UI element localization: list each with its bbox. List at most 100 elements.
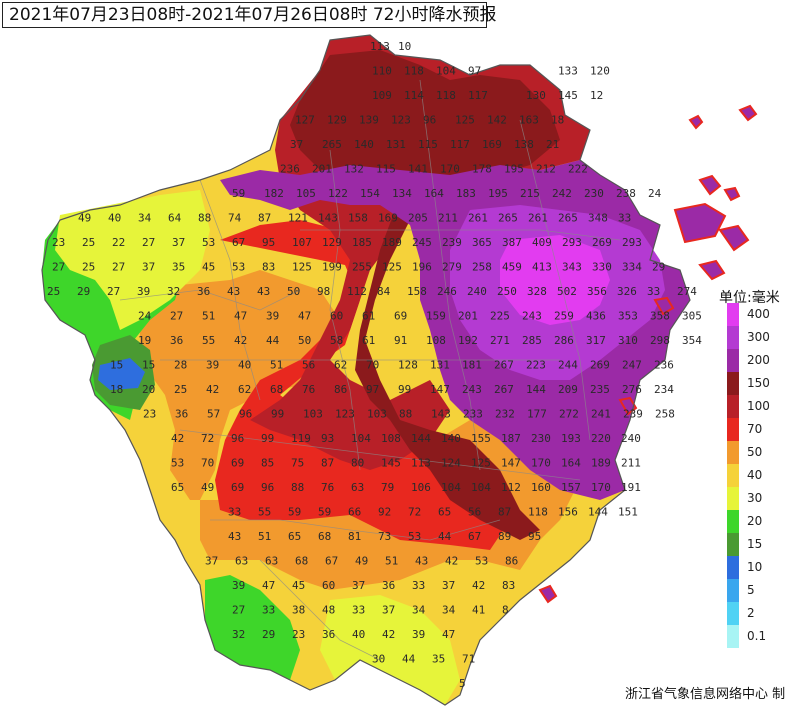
rainfall-value: 156 bbox=[558, 506, 578, 519]
legend-item: 300 bbox=[727, 326, 797, 349]
rainfall-value: 140 bbox=[354, 138, 374, 151]
legend-label: 2 bbox=[747, 606, 755, 620]
rainfall-value: 230 bbox=[584, 187, 604, 200]
rainfall-value: 91 bbox=[394, 334, 407, 347]
legend-label: 200 bbox=[747, 353, 770, 367]
rainfall-value: 37 bbox=[352, 579, 365, 592]
rainfall-value: 36 bbox=[197, 285, 210, 298]
rainfall-value: 239 bbox=[442, 236, 462, 249]
rainfall-value: 37 bbox=[172, 236, 185, 249]
rainfall-value: 125 bbox=[382, 261, 402, 274]
rainfall-value: 83 bbox=[502, 579, 515, 592]
legend-label: 5 bbox=[747, 583, 755, 597]
rainfall-value: 64 bbox=[168, 212, 182, 225]
rainfall-value: 328 bbox=[527, 285, 547, 298]
rainfall-value: 140 bbox=[441, 432, 461, 445]
rainfall-value: 97 bbox=[468, 65, 481, 78]
rainfall-value: 27 bbox=[52, 261, 65, 274]
rainfall-value: 169 bbox=[378, 212, 398, 225]
legend-item: 2 bbox=[727, 602, 797, 625]
rainfall-value: 354 bbox=[682, 334, 702, 347]
rainfall-value: 124 bbox=[441, 457, 461, 470]
rainfall-value: 144 bbox=[411, 432, 431, 445]
rainfall-value: 47 bbox=[262, 579, 275, 592]
rainfall-value: 49 bbox=[201, 481, 214, 494]
rainfall-value: 34 bbox=[412, 604, 426, 617]
rainfall-value: 265 bbox=[558, 212, 578, 225]
rainfall-value: 72 bbox=[201, 432, 214, 445]
legend-item: 10 bbox=[727, 556, 797, 579]
rainfall-value: 112 bbox=[347, 285, 367, 298]
rainfall-value: 22 bbox=[112, 236, 125, 249]
rainfall-value: 170 bbox=[591, 481, 611, 494]
coastal-islands bbox=[538, 104, 758, 604]
rainfall-value: 265 bbox=[322, 138, 342, 151]
rainfall-value: 42 bbox=[382, 628, 395, 641]
rainfall-value: 88 bbox=[399, 408, 412, 421]
rainfall-value: 181 bbox=[462, 359, 482, 372]
rain-zone-20-south bbox=[205, 575, 300, 680]
rainfall-value: 147 bbox=[501, 457, 521, 470]
rainfall-value: 50 bbox=[287, 285, 300, 298]
rainfall-value: 39 bbox=[412, 628, 425, 641]
rainfall-value: 132 bbox=[344, 163, 364, 176]
rainfall-value: 98 bbox=[317, 285, 330, 298]
rainfall-value: 40 bbox=[238, 359, 251, 372]
rainfall-value: 35 bbox=[172, 261, 185, 274]
rainfall-value: 42 bbox=[445, 555, 458, 568]
rainfall-value: 58 bbox=[330, 334, 343, 347]
rainfall-value: 413 bbox=[532, 261, 552, 274]
rainfall-value: 86 bbox=[334, 383, 347, 396]
rainfall-value: 67 bbox=[232, 236, 245, 249]
legend-swatch bbox=[727, 418, 739, 441]
rainfall-value: 240 bbox=[467, 285, 487, 298]
rainfall-value: 131 bbox=[430, 359, 450, 372]
rainfall-value: 37 bbox=[205, 555, 218, 568]
legend-item: 5 bbox=[727, 579, 797, 602]
rainfall-value: 129 bbox=[327, 114, 347, 127]
rainfall-value: 138 bbox=[514, 138, 534, 151]
rainfall-value: 8 bbox=[502, 604, 509, 617]
rainfall-value: 87 bbox=[321, 457, 334, 470]
rainfall-value: 69 bbox=[231, 457, 244, 470]
rainfall-value: 99 bbox=[261, 432, 274, 445]
rainfall-value: 60 bbox=[330, 310, 343, 323]
rainfall-value: 37 bbox=[442, 579, 455, 592]
rainfall-value: 258 bbox=[655, 408, 675, 421]
rainfall-value: 20 bbox=[142, 383, 155, 396]
rainfall-value: 247 bbox=[622, 359, 642, 372]
rainfall-value: 159 bbox=[426, 310, 446, 323]
rainfall-value: 269 bbox=[592, 236, 612, 249]
rainfall-value: 245 bbox=[412, 236, 432, 249]
rainfall-value: 47 bbox=[442, 628, 455, 641]
rainfall-value: 60 bbox=[322, 579, 335, 592]
rainfall-value: 265 bbox=[498, 212, 518, 225]
rainfall-value: 105 bbox=[296, 187, 316, 200]
rainfall-value: 151 bbox=[618, 506, 638, 519]
legend: 400 300 200 150 100 70 50 40 30 20 15 10 5 2 0.1 bbox=[727, 303, 797, 648]
rainfall-value: 195 bbox=[504, 163, 524, 176]
rainfall-value: 65 bbox=[288, 530, 301, 543]
rainfall-value: 141 bbox=[408, 163, 428, 176]
rainfall-value: 117 bbox=[450, 138, 470, 151]
legend-label: 40 bbox=[747, 468, 763, 482]
rainfall-value: 63 bbox=[265, 555, 278, 568]
rainfall-value: 32 bbox=[232, 628, 245, 641]
rainfall-value: 99 bbox=[398, 383, 411, 396]
legend-item: 70 bbox=[727, 418, 797, 441]
rainfall-value: 53 bbox=[171, 457, 184, 470]
rainfall-value: 27 bbox=[112, 261, 125, 274]
rainfall-value: 239 bbox=[623, 408, 643, 421]
rainfall-value: 70 bbox=[366, 359, 379, 372]
rainfall-value: 37 bbox=[142, 261, 155, 274]
rainfall-value: 37 bbox=[382, 604, 395, 617]
rainfall-value: 128 bbox=[398, 359, 418, 372]
rainfall-value: 241 bbox=[591, 408, 611, 421]
rainfall-value: 18 bbox=[551, 114, 564, 127]
rainfall-value: 267 bbox=[494, 359, 514, 372]
rainfall-value: 317 bbox=[586, 334, 606, 347]
rainfall-value: 34 bbox=[442, 604, 456, 617]
rainfall-value: 67 bbox=[468, 530, 481, 543]
county-boundaries bbox=[119, 79, 621, 661]
rainfall-value: 99 bbox=[271, 408, 284, 421]
